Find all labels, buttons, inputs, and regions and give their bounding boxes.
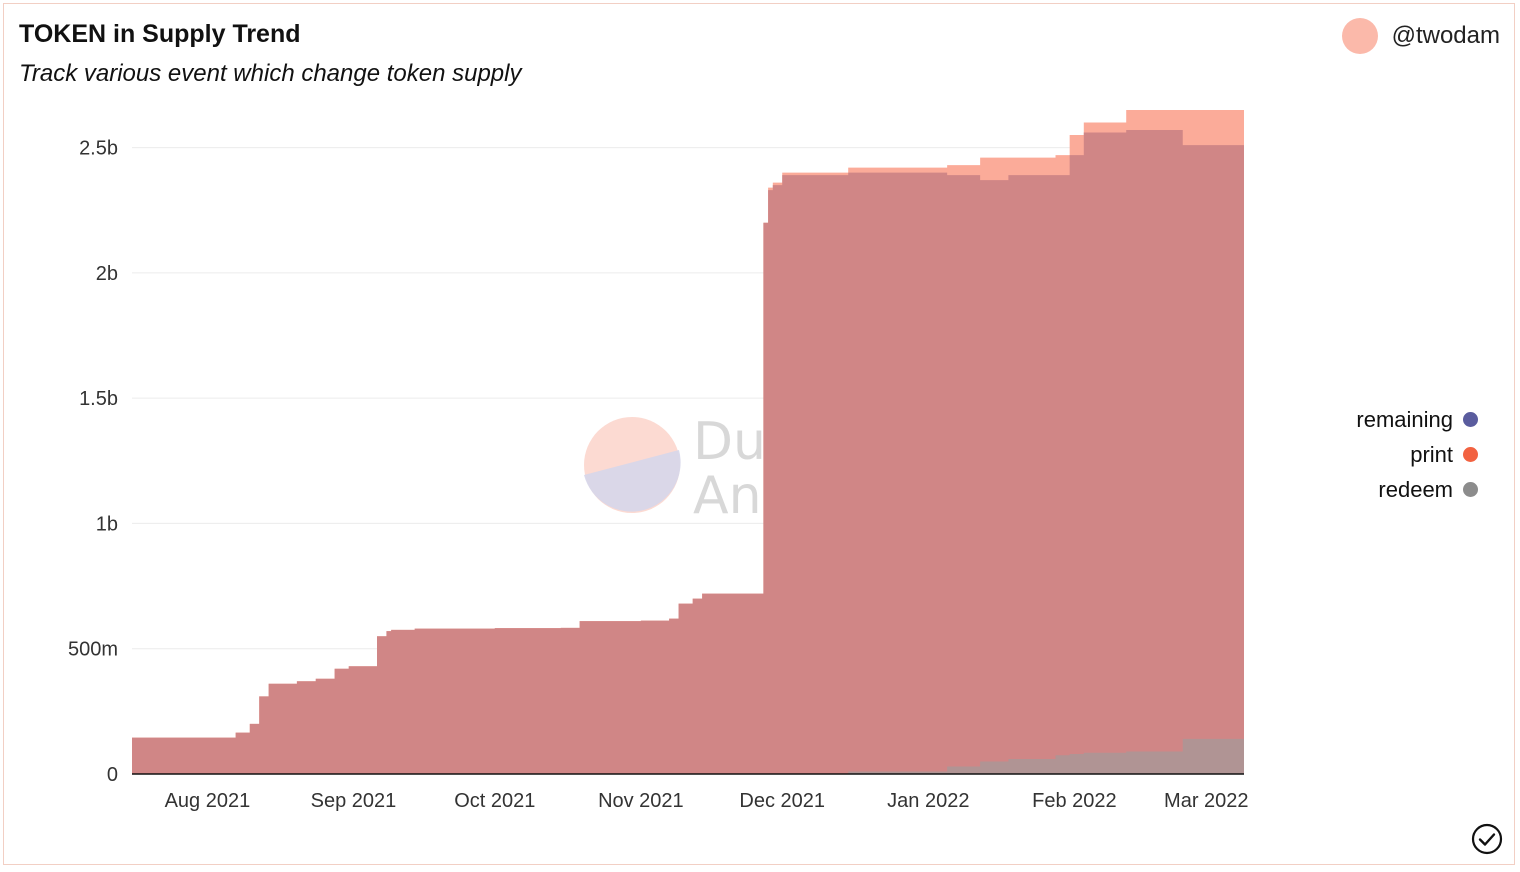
check-circle-icon[interactable] <box>1471 823 1503 855</box>
x-tick-label: Aug 2021 <box>165 790 251 812</box>
series-area-remaining <box>132 130 1244 774</box>
legend-label-remaining: remaining <box>1356 406 1453 432</box>
chart-subtitle: Track various event which change token s… <box>19 60 522 87</box>
x-tick-label: Dec 2021 <box>739 790 825 812</box>
author-link[interactable]: @twodam <box>1341 18 1500 54</box>
author-name[interactable]: @twodam <box>1391 22 1500 49</box>
legend-dot-redeem <box>1463 482 1478 497</box>
legend-label-redeem: redeem <box>1378 476 1453 502</box>
legend-item-remaining[interactable]: remaining <box>1356 402 1478 437</box>
legend: remaining print redeem <box>1356 402 1478 507</box>
x-tick-label: Sep 2021 <box>311 790 397 812</box>
x-tick-label: Oct 2021 <box>454 790 535 812</box>
series-layer <box>132 110 1244 774</box>
watermark-logo-half <box>584 450 681 512</box>
x-tick-label: Jan 2022 <box>887 790 969 812</box>
series-area-redeem <box>132 738 1244 774</box>
axes: 0 500m 1b 1.5b 2b 2.5b Aug 2021 Sep 2021 Oct 202… <box>68 138 1249 812</box>
legend-item-redeem[interactable]: redeem <box>1356 472 1478 507</box>
x-tick-label: Nov 2021 <box>598 790 684 812</box>
y-tick-label: 2b <box>96 263 118 285</box>
chart-title: TOKEN in Supply Trend <box>19 20 301 48</box>
y-tick-label: 1.5b <box>79 388 118 410</box>
legend-label-print: print <box>1410 441 1453 467</box>
x-tick-label: Mar 2022 <box>1164 790 1249 812</box>
legend-dot-remaining <box>1463 412 1478 427</box>
author-avatar <box>1341 18 1378 54</box>
y-tick-label: 0 <box>107 764 118 786</box>
legend-dot-print <box>1463 447 1478 462</box>
y-tick-label: 2.5b <box>79 138 118 160</box>
y-tick-label: 500m <box>68 639 118 661</box>
legend-item-print[interactable]: print <box>1356 437 1478 472</box>
y-tick-label: 1b <box>96 513 118 535</box>
x-tick-label: Feb 2022 <box>1032 790 1117 812</box>
